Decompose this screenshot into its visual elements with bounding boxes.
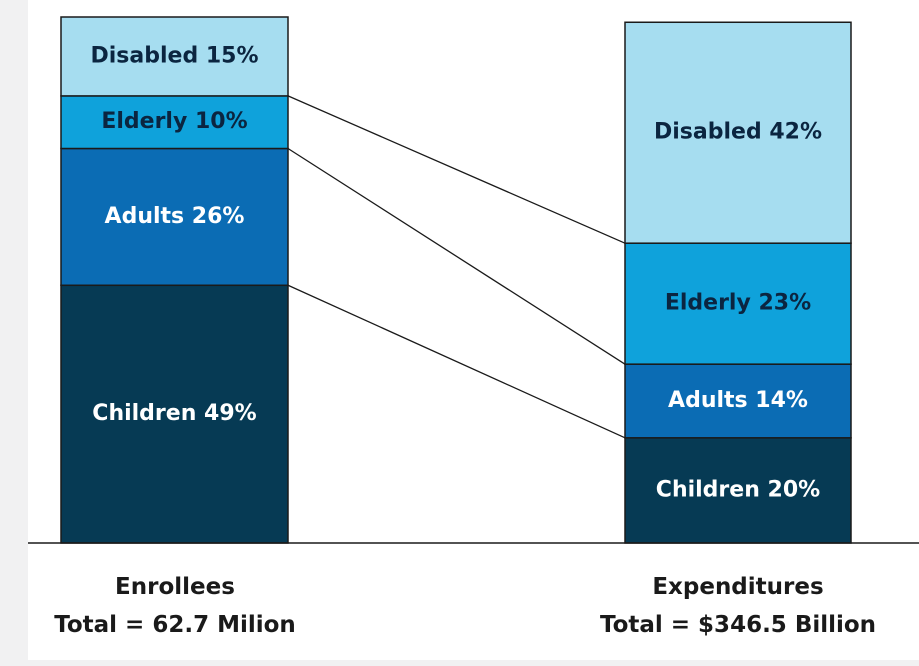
bar-segments bbox=[60, 16, 852, 544]
total-label-enrollees: Total = 62.7 Milion bbox=[54, 612, 296, 638]
segment-label-children-expenditures: Children 20% bbox=[656, 477, 820, 502]
connector-line bbox=[287, 147, 626, 365]
bar-segment-children-enrollees bbox=[60, 284, 289, 544]
segment-label-disabled-enrollees: Disabled 15% bbox=[90, 43, 258, 68]
segment-label-disabled-expenditures: Disabled 42% bbox=[654, 120, 822, 145]
segment-label-children-enrollees: Children 49% bbox=[92, 401, 256, 426]
segment-label-elderly-enrollees: Elderly 10% bbox=[101, 109, 247, 134]
bar-segment-disabled-enrollees bbox=[60, 16, 289, 97]
connector-line bbox=[287, 95, 626, 244]
connector-lines bbox=[287, 95, 626, 439]
segment-labels: Children 49% Adults 26% Elderly 10% Disable… bbox=[90, 43, 822, 502]
chart-container: Children 49% Adults 26% Elderly 10% Disable… bbox=[28, 0, 919, 660]
segment-label-adults-expenditures: Adults 14% bbox=[668, 388, 808, 413]
segment-label-adults-enrollees: Adults 26% bbox=[105, 204, 245, 229]
bar-segment-disabled-expenditures bbox=[624, 21, 852, 244]
segment-label-elderly-expenditures: Elderly 23% bbox=[665, 291, 811, 316]
bar-segment-children-expenditures bbox=[624, 437, 852, 544]
total-label-expenditures: Total = $346.5 Billion bbox=[600, 612, 876, 638]
stacked-bar-chart: Children 49% Adults 26% Elderly 10% Disable… bbox=[28, 16, 919, 638]
bar-segment-adults-enrollees bbox=[60, 147, 289, 287]
category-label-expenditures: Expenditures bbox=[652, 574, 823, 600]
connector-line bbox=[287, 284, 626, 439]
category-label-enrollees: Enrollees bbox=[115, 574, 235, 600]
bar-segment-adults-expenditures bbox=[624, 363, 852, 439]
bar-segment-elderly-expenditures bbox=[624, 242, 852, 365]
